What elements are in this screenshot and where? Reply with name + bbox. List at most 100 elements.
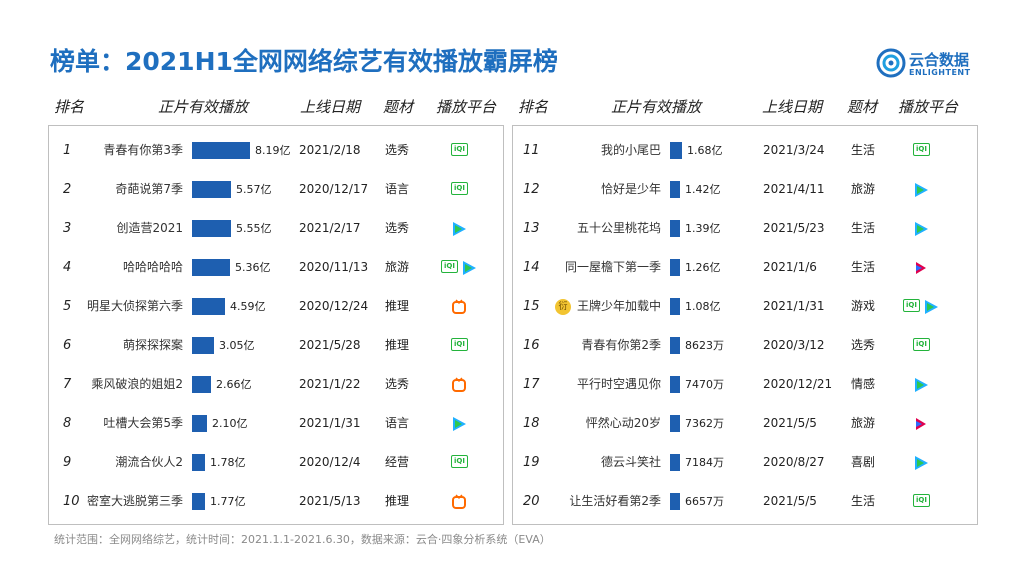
genre-cell: 旅游: [851, 182, 876, 196]
value-label: 1.26亿: [685, 261, 721, 274]
bar-mark: [670, 415, 680, 432]
program-name-text: 哈哈哈哈哈: [122, 260, 183, 274]
genre-cell: 选秀: [851, 338, 876, 352]
header-row-left: 排名 正片有效播放 上线日期 题材 播放平台: [0, 96, 1000, 120]
genre-cell: 游戏: [851, 299, 876, 313]
bar-mark: [192, 493, 205, 510]
program-name-text: 青春有你第3季: [103, 143, 183, 157]
iqiyi-icon: iQI: [913, 143, 930, 156]
value-label: 2.66亿: [216, 378, 252, 391]
enlightent-logo: 云合数据 ENLIGHTENT: [876, 46, 976, 82]
program-name: 奇葩说第7季: [115, 170, 183, 209]
date-cell: 2021/2/17: [299, 221, 361, 235]
tencent-video-icon: [453, 222, 466, 236]
value-label: 2.10亿: [212, 417, 248, 430]
rank-cell: 18: [523, 416, 540, 431]
date-cell: 2020/11/13: [299, 260, 369, 274]
value-label: 1.68亿: [687, 144, 723, 157]
program-name: 让生活好看第2季: [569, 482, 661, 521]
iqiyi-icon: iQI: [451, 455, 468, 468]
table-row: 17 平行时空遇见你 7470万 2020/12/21 情感: [513, 365, 977, 404]
date-cell: 2021/3/24: [763, 143, 825, 157]
header-row-right: 排名 正片有效播放 上线日期 题材 播放平台: [0, 96, 1000, 120]
program-name-text: 同一屋檐下第一季: [564, 260, 661, 274]
genre-cell: 旅游: [851, 416, 876, 430]
bar-mark: [670, 181, 680, 198]
program-name-text: 平行时空遇见你: [576, 377, 661, 391]
genre-cell: 推理: [385, 299, 410, 313]
date-cell: 2021/1/22: [299, 377, 361, 391]
value-label: 1.42亿: [685, 183, 721, 196]
program-name: 德云斗笑社: [601, 443, 661, 482]
derivative-badge-icon: 衍: [554, 298, 571, 315]
table-row: 12 恰好是少年 1.42亿 2021/4/11 旅游: [513, 170, 977, 209]
date-cell: 2020/8/27: [763, 455, 825, 469]
rank-cell: 10: [63, 494, 80, 509]
program-name-text: 奇葩说第7季: [115, 182, 183, 196]
date-cell: 2021/1/31: [763, 299, 825, 313]
program-name-text: 怦然心动20岁: [585, 416, 661, 430]
tencent-video-icon: [925, 300, 938, 314]
genre-cell: 语言: [385, 182, 410, 196]
program-name-text: 乘风破浪的姐姐2: [91, 377, 183, 391]
rank-cell: 14: [523, 260, 540, 275]
tencent-video-icon: [915, 222, 928, 236]
date-cell: 2020/12/21: [763, 377, 833, 391]
rank-cell: 9: [63, 455, 72, 470]
rank-cell: 12: [523, 182, 540, 197]
bar-mark: [670, 493, 680, 510]
program-name: 平行时空遇见你: [577, 365, 661, 404]
bar-mark: [192, 220, 231, 237]
table-row: 13 五十公里桃花坞 1.39亿 2021/5/23 生活: [513, 209, 977, 248]
header-platform: 播放平台: [436, 98, 497, 116]
table-row: 18 怦然心动20岁 7362万 2021/5/5 旅游: [513, 404, 977, 443]
value-label: 1.08亿: [685, 300, 721, 313]
table-row: 15 衍王牌少年加载中 1.08亿 2021/1/31 游戏 iQI: [513, 287, 977, 326]
page-title: 榜单：2021H1全网网络综艺有效播放霸屏榜: [50, 47, 558, 76]
bar-mark: [670, 376, 680, 393]
value-label: 5.36亿: [235, 261, 271, 274]
rank-cell: 16: [523, 338, 540, 353]
table-row: 3 创造营2021 5.55亿 2021/2/17 选秀: [49, 209, 503, 248]
program-name: 明星大侦探第六季: [87, 287, 183, 326]
iqiyi-icon: iQI: [451, 143, 468, 156]
program-name: 哈哈哈哈哈: [123, 248, 183, 287]
value-label: 5.55亿: [236, 222, 272, 235]
program-name: 青春有你第3季: [103, 131, 183, 170]
program-name-text: 让生活好看第2季: [569, 494, 661, 508]
program-name-text: 我的小尾巴: [600, 143, 661, 157]
tencent-video-icon: [463, 261, 476, 275]
date-cell: 2021/5/5: [763, 494, 817, 508]
genre-cell: 情感: [851, 377, 876, 391]
logo-mark-icon: [876, 48, 906, 78]
value-label: 6657万: [685, 495, 724, 508]
header-date: 上线日期: [300, 98, 361, 116]
program-name-text: 德云斗笑社: [600, 455, 661, 469]
rank-cell: 11: [523, 143, 540, 158]
program-name-text: 明星大侦探第六季: [86, 299, 183, 313]
tencent-video-icon: [915, 183, 928, 197]
bar-mark: [192, 259, 230, 276]
program-name: 怦然心动20岁: [586, 404, 661, 443]
table-row: 16 青春有你第2季 8623万 2020/3/12 选秀 iQI: [513, 326, 977, 365]
bar-mark: [192, 298, 225, 315]
value-label: 7362万: [685, 417, 724, 430]
value-label: 8.19亿: [255, 144, 291, 157]
table-row: 6 萌探探探案 3.05亿 2021/5/28 推理 iQI: [49, 326, 503, 365]
program-name: 乘风破浪的姐姐2: [91, 365, 183, 404]
header-platform: 播放平台: [898, 98, 959, 116]
date-cell: 2021/5/23: [763, 221, 825, 235]
date-cell: 2021/1/6: [763, 260, 817, 274]
program-name: 五十公里桃花坞: [577, 209, 661, 248]
rank-cell: 8: [63, 416, 72, 431]
program-name-text: 潮流合伙人2: [115, 455, 183, 469]
date-cell: 2021/5/5: [763, 416, 817, 430]
bar-mark: [670, 298, 680, 315]
rank-cell: 2: [63, 182, 72, 197]
value-label: 4.59亿: [230, 300, 266, 313]
header-plays: 正片有效播放: [611, 98, 702, 116]
table-row: 2 奇葩说第7季 5.57亿 2020/12/17 语言 iQI: [49, 170, 503, 209]
value-label: 8623万: [685, 339, 724, 352]
rank-cell: 7: [63, 377, 72, 392]
genre-cell: 选秀: [385, 221, 410, 235]
